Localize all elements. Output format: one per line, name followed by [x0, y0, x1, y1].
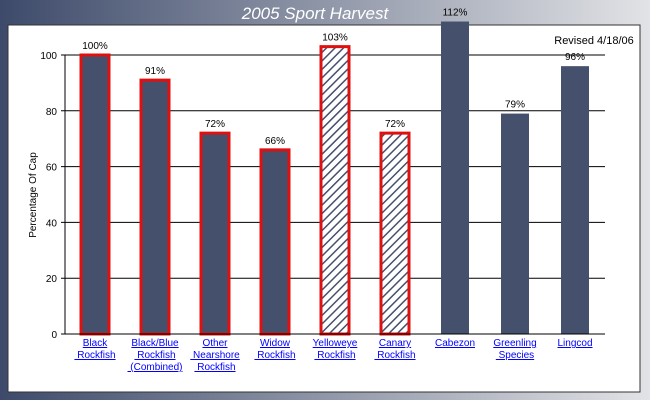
x-tick-label[interactable]: Black/Blue Rockfish (Combined)	[127, 338, 182, 373]
bar	[561, 66, 589, 334]
x-tick-label[interactable]: Other Nearshore Rockfish	[190, 338, 240, 373]
chart-title: 2005 Sport Harvest	[241, 4, 390, 23]
value-label: 79%	[505, 100, 525, 111]
value-label: 72%	[205, 119, 225, 130]
value-label: 112%	[443, 8, 468, 19]
x-tick-label[interactable]: Cabezon	[435, 338, 475, 349]
value-label: 91%	[145, 66, 165, 77]
value-label: 72%	[385, 119, 405, 130]
y-tick-label: 100	[40, 51, 57, 62]
x-tick-label[interactable]: Greenling Species	[493, 338, 536, 361]
y-tick-label: 40	[46, 218, 58, 229]
annotation: Revised 4/18/06	[554, 35, 634, 47]
bar	[501, 113, 529, 334]
x-tick-label[interactable]: Black Rockfish	[74, 338, 115, 361]
x-tick-label[interactable]: Lingcod	[557, 338, 592, 349]
y-tick-label: 60	[46, 163, 58, 174]
bar	[199, 131, 231, 336]
bar	[319, 45, 351, 336]
x-tick-label[interactable]: Yelloweye Rockfish	[313, 338, 358, 361]
bar	[259, 148, 291, 336]
value-label: 100%	[82, 41, 108, 52]
y-axis-label: Percentage Of Cap	[28, 152, 39, 238]
bar	[79, 53, 111, 336]
value-label: 66%	[265, 136, 285, 147]
y-tick-label: 80	[46, 107, 58, 118]
x-tick-label[interactable]: Canary Rockfish	[374, 338, 415, 361]
value-label: 96%	[565, 52, 585, 63]
bar	[441, 21, 469, 335]
bar	[139, 78, 171, 336]
x-tick-label[interactable]: Widow Rockfish	[254, 338, 295, 361]
y-tick-label: 20	[46, 274, 58, 285]
value-label: 103%	[322, 33, 348, 44]
bar	[379, 131, 411, 336]
y-tick-label: 0	[51, 330, 57, 341]
